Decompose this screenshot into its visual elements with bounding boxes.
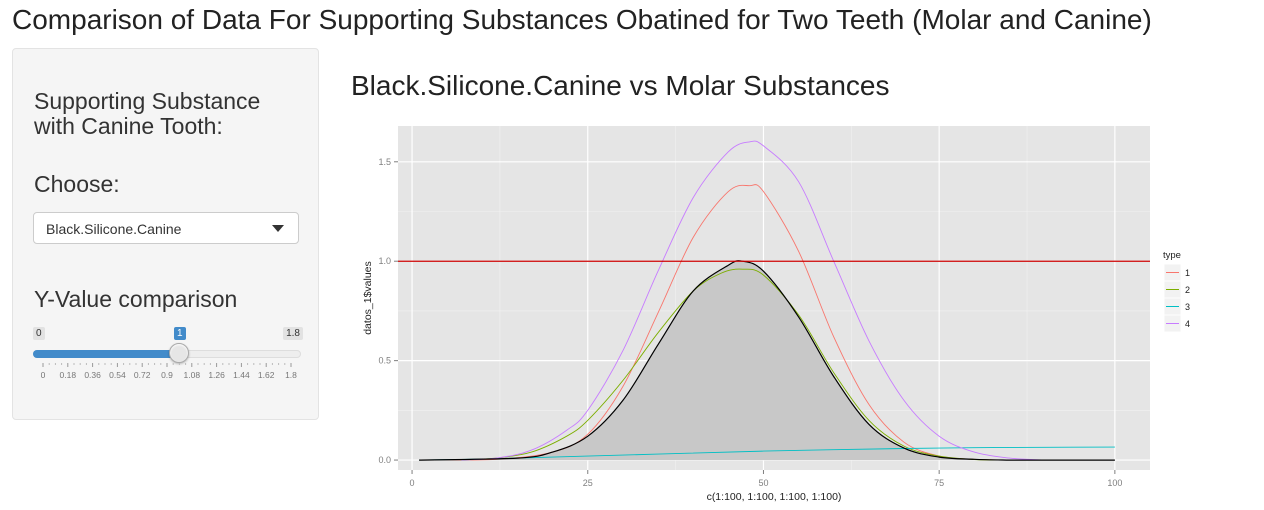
- x-tick-label: 75: [934, 478, 944, 488]
- choose-label: Choose:: [34, 171, 120, 197]
- x-tick-label: 50: [758, 478, 768, 488]
- slider-handle[interactable]: [169, 343, 189, 363]
- slider-tick-label: 1.62: [258, 370, 275, 380]
- caret-down-icon: [272, 225, 284, 232]
- x-tick-label: 0: [410, 478, 415, 488]
- series-line-2: [461, 268, 1010, 461]
- slider-tick-label: 0.18: [60, 370, 77, 380]
- slider-ticks: 0 0.18 0.36 0.54 0.72 0.9 1.08 1.26 1.44 1.62 1.8: [41, 363, 297, 380]
- y-tick-label: 1.5: [378, 157, 391, 167]
- slider-current-label: 1: [174, 327, 186, 340]
- slider-tick-label: 0.72: [134, 370, 151, 380]
- series-line-4: [461, 140, 1045, 461]
- x-tick-label: 25: [583, 478, 593, 488]
- x-axis-label: c(1:100, 1:100, 1:100, 1:100): [707, 491, 842, 503]
- legend-title: type: [1163, 250, 1181, 261]
- substance-select-value: Black.Silicone.Canine: [46, 221, 182, 237]
- x-tick-label: 100: [1107, 478, 1122, 488]
- slider-tick-label: 1.8: [285, 370, 297, 380]
- slider-tick-label: 1.44: [233, 370, 250, 380]
- sidebar-panel: Supporting Substance with Canine Tooth: …: [12, 48, 319, 420]
- legend-label: 2: [1185, 285, 1190, 295]
- slider-tick-label: 1.08: [184, 370, 201, 380]
- slider-min-label: 0: [33, 327, 45, 340]
- slider-tick-label: 1.26: [208, 370, 225, 380]
- slider-tick-label: 0.54: [109, 370, 126, 380]
- series-line-3: [419, 446, 1115, 461]
- series-line-selected: [419, 260, 1115, 461]
- legend-label: 4: [1185, 319, 1190, 329]
- substance-select[interactable]: Black.Silicone.Canine: [33, 212, 299, 244]
- app-title: Comparison of Data For Supporting Substa…: [12, 4, 1152, 35]
- legend-label: 3: [1185, 302, 1190, 312]
- y-tick-label: 0.5: [378, 356, 391, 366]
- slider-fill: [33, 350, 179, 358]
- y-axis-label: datos_1$values: [362, 261, 374, 335]
- density-area: [419, 260, 1115, 461]
- y-value-label: Y-Value comparison: [34, 286, 238, 312]
- chart-title: Black.Silicone.Canine vs Molar Substance…: [351, 70, 890, 101]
- slider-max-label: 1.8: [283, 327, 303, 340]
- y-tick-label: 1.0: [378, 256, 391, 266]
- slider-tick-label: 0: [41, 370, 46, 380]
- y-tick-label: 0.0: [378, 455, 391, 465]
- density-plot: 0 25 50 75 100 0.0 0.5 1.0 1.5 c(1:100, 1:100, 1:…: [362, 126, 1190, 503]
- substance-heading: Supporting Substance with Canine Tooth:: [34, 88, 261, 139]
- slider-tick-label: 0.9: [161, 370, 173, 380]
- slider-tick-label: 0.36: [84, 370, 101, 380]
- legend-label: 1: [1185, 268, 1190, 278]
- y-value-slider[interactable]: 0 1 1.8 0 0.18 0.36 0.54 0.72 0.9 1.08 1.26 1.44…: [33, 325, 303, 385]
